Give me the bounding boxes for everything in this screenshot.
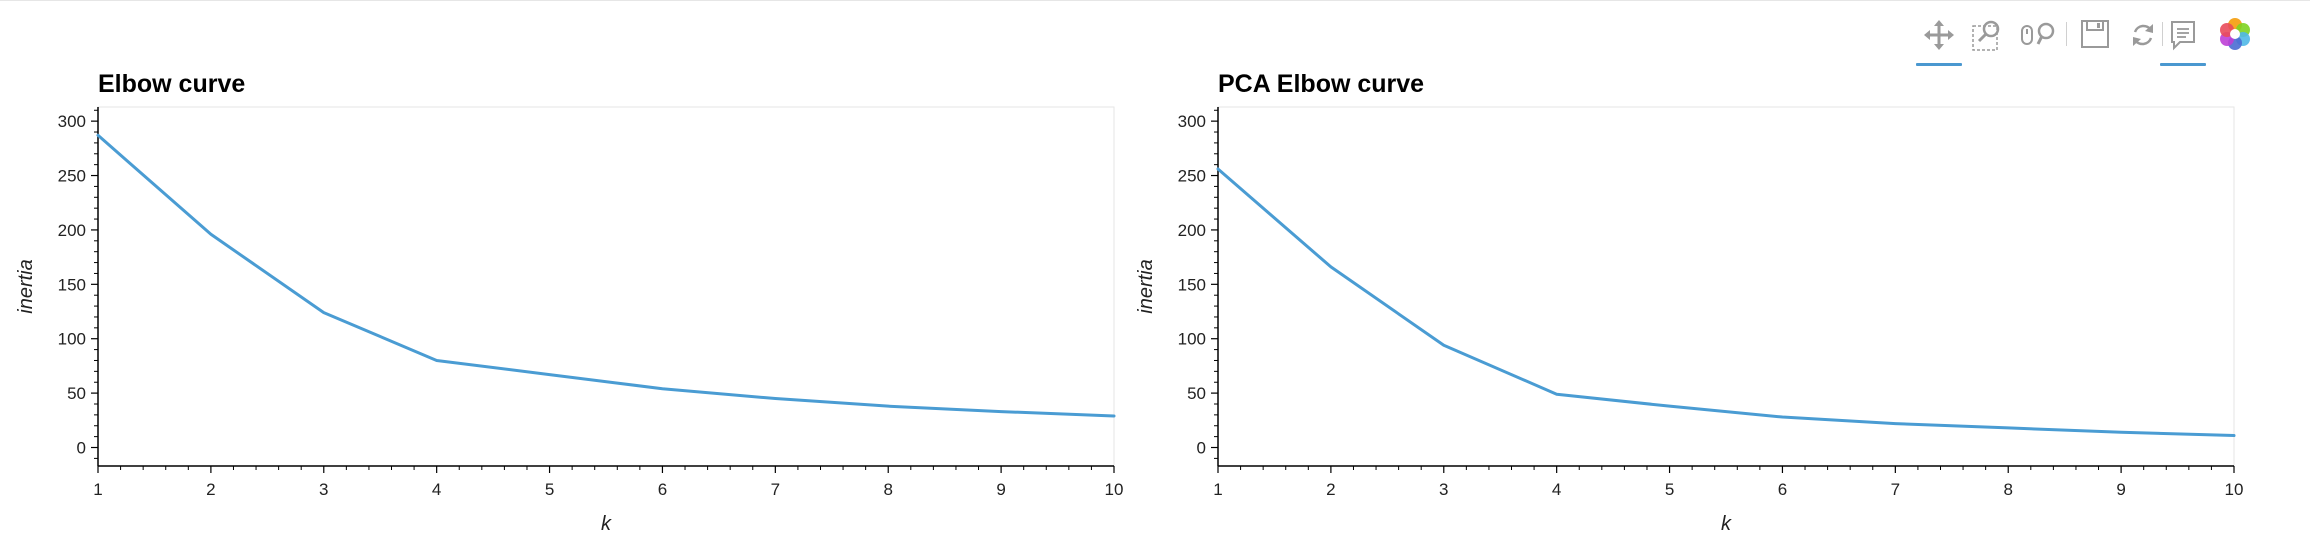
x-tick-label: 3 [319, 480, 328, 499]
y-tick-label: 100 [58, 330, 86, 349]
y-tick-label: 200 [58, 221, 86, 240]
top-border [0, 0, 2310, 1]
wheel-zoom-icon [2021, 22, 2055, 45]
data-point[interactable] [318, 307, 330, 319]
y-tick-label: 150 [58, 275, 86, 294]
x-tick-label: 8 [883, 480, 892, 499]
y-tick-label: 100 [1178, 330, 1206, 349]
series-line[interactable] [96, 133, 1116, 418]
data-point[interactable] [1325, 261, 1337, 273]
bokeh-logo[interactable] [2212, 12, 2258, 62]
box-zoom-icon [1972, 20, 2000, 51]
data-point[interactable] [656, 383, 668, 395]
reset-tool-button[interactable] [2120, 12, 2166, 62]
data-point[interactable] [544, 369, 556, 381]
hover-tool-button[interactable] [2160, 12, 2206, 66]
plot-frame [97, 106, 1115, 467]
data-point[interactable] [2002, 422, 2014, 434]
data-point[interactable] [1438, 339, 1450, 351]
data-point[interactable] [1212, 163, 1224, 175]
pan-tool-button[interactable] [1916, 12, 1962, 66]
x-tick-label: 9 [996, 480, 1005, 499]
x-tick-label: 10 [1105, 480, 1124, 499]
move-arrows-icon [1924, 20, 1954, 50]
elbow-curve-chart: Elbow curve 0 50 100 150 200 250 300 1 2 3 4 5 6 7 8 9 10… [15, 70, 1123, 535]
data-point[interactable] [205, 228, 217, 240]
data-point[interactable] [769, 393, 781, 405]
y-tick-label: 0 [1197, 439, 1206, 458]
y-tick-label: 300 [1178, 112, 1206, 131]
reset-icon [2133, 24, 2153, 46]
x-tick-label: 1 [1213, 480, 1222, 499]
y-tick-label: 50 [1187, 384, 1206, 403]
x-tick-label: 5 [545, 480, 554, 499]
x-tick-label: 8 [2003, 480, 2012, 499]
x-tick-label: 7 [1891, 480, 1900, 499]
data-point[interactable] [995, 406, 1007, 418]
pan-tool-active-indicator [1916, 63, 1962, 66]
x-tick-label: 2 [1326, 480, 1335, 499]
bokeh-logo-icon [2220, 18, 2250, 50]
chart-title: PCA Elbow curve [1218, 70, 1424, 98]
x-tick-label: 5 [1665, 480, 1674, 499]
hover-tool-active-indicator [2160, 63, 2206, 66]
y-tick-label: 150 [1178, 275, 1206, 294]
data-point[interactable] [2228, 430, 2240, 442]
y-tick-label: 200 [1178, 221, 1206, 240]
data-point[interactable] [92, 129, 104, 141]
data-point[interactable] [431, 354, 443, 366]
toolbar-separator [2162, 22, 2163, 46]
wheel-zoom-tool-button[interactable] [2016, 12, 2062, 62]
pca-elbow-curve-chart: PCA Elbow curve 0 50 100 150 200 250 300 1 2 3 4 5 6 7… [1135, 70, 2243, 535]
x-tick-label: 6 [1778, 480, 1787, 499]
chart-title: Elbow curve [98, 70, 245, 98]
y-tick-label: 250 [58, 167, 86, 186]
data-point[interactable] [1776, 411, 1788, 423]
y-tick-label: 50 [67, 384, 86, 403]
x-tick-label: 6 [658, 480, 667, 499]
x-tick-label: 4 [432, 480, 441, 499]
x-axis-label: k [601, 513, 612, 535]
data-point[interactable] [2115, 426, 2127, 438]
data-point[interactable] [1889, 418, 1901, 430]
x-tick-label: 7 [771, 480, 780, 499]
box-zoom-tool-button[interactable] [1966, 12, 2012, 62]
x-axis-label: k [1721, 513, 1732, 535]
x-tick-label: 9 [2116, 480, 2125, 499]
x-tick-label: 4 [1552, 480, 1561, 499]
y-tick-label: 300 [58, 112, 86, 131]
series-line[interactable] [1216, 167, 2236, 438]
data-point[interactable] [882, 400, 894, 412]
data-point[interactable] [1108, 410, 1120, 422]
x-tick-label: 1 [93, 480, 102, 499]
x-tick-label: 3 [1439, 480, 1448, 499]
save-tool-button[interactable] [2072, 12, 2118, 62]
y-axis-label: inertia [15, 259, 37, 313]
x-tick-label: 10 [2225, 480, 2244, 499]
save-disk-icon [2081, 20, 2109, 48]
data-point[interactable] [1664, 400, 1676, 412]
y-axis-label: inertia [1135, 259, 1157, 313]
hover-speech-icon [2171, 21, 2195, 51]
y-tick-label: 0 [77, 439, 86, 458]
y-tick-label: 250 [1178, 167, 1206, 186]
data-point[interactable] [1551, 388, 1563, 400]
x-tick-label: 2 [206, 480, 215, 499]
plot-toolbar [1900, 12, 2250, 66]
toolbar-separator [2066, 22, 2067, 46]
